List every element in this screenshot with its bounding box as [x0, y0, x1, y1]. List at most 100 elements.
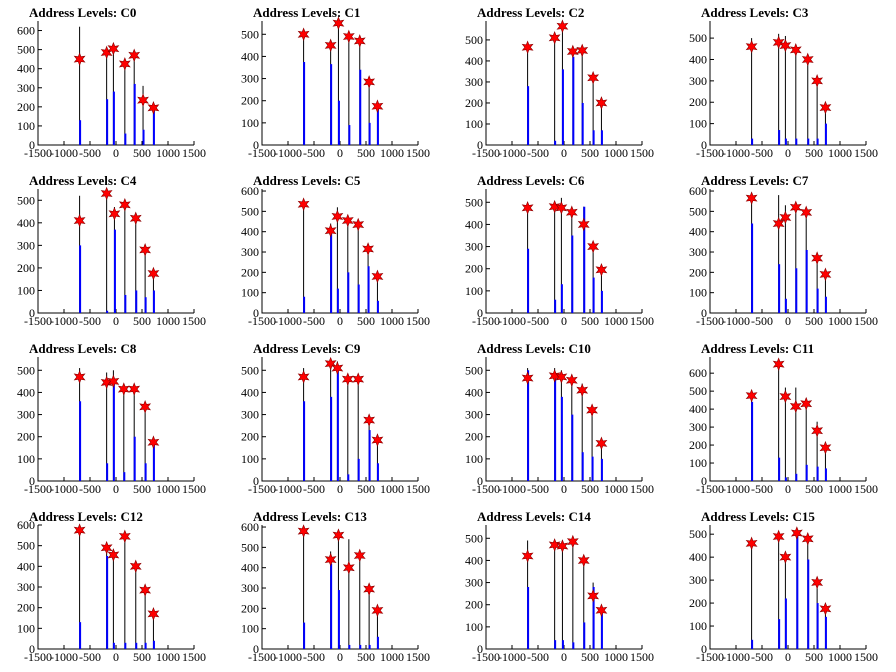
x-tick-label: -1500 — [472, 650, 500, 664]
level-marker — [139, 243, 152, 257]
x-tick-label: 500 — [805, 650, 823, 664]
x-tick-label: 1000 — [828, 314, 852, 328]
x-tick-label: -500 — [79, 146, 101, 160]
level-marker — [297, 27, 310, 42]
level-marker — [324, 552, 337, 567]
y-tick-label: 400 — [241, 561, 259, 575]
level-marker — [819, 267, 832, 282]
x-tick-label: 500 — [581, 146, 599, 160]
level-marker — [332, 16, 345, 31]
x-tick-label: 500 — [357, 146, 375, 160]
level-marker — [73, 370, 86, 384]
chart-panel: Address Levels: C15 0 100 200 300 400 500 -1500… — [672, 504, 896, 672]
chart-panel: Address Levels: C8 0 100 200 300 400 500 -1500-… — [0, 336, 224, 504]
y-tick-label: 200 — [17, 100, 35, 114]
x-tick-label: 500 — [805, 146, 823, 160]
axis-frame — [261, 525, 418, 650]
level-marker — [595, 96, 608, 110]
chart-svg: Address Levels: C7 0 100 200 300 400 500 600 -15… — [689, 173, 878, 328]
y-tick-label: 300 — [689, 245, 707, 259]
y-tick-label: 0 — [29, 642, 35, 656]
x-tick-label: -1500 — [24, 146, 52, 160]
level-marker — [371, 433, 384, 447]
y-tick-label: 400 — [241, 385, 259, 399]
x-tick-label: 500 — [133, 146, 151, 160]
y-tick-label: 200 — [689, 95, 707, 109]
chart-panel: Address Levels: C2 0 100 200 300 400 500 -1500-… — [448, 0, 672, 168]
chart-panel: Address Levels: C1 0 100 200 300 400 500 -1500-… — [224, 0, 448, 168]
x-tick-label: 1000 — [156, 146, 180, 160]
x-tick-label: -1000 — [50, 650, 78, 664]
chart-title: Address Levels: C3 — [701, 5, 809, 20]
level-marker — [100, 186, 113, 201]
x-tick-label: -1000 — [50, 146, 78, 160]
y-tick-label: 600 — [241, 184, 259, 198]
chart-title: Address Levels: C15 — [701, 509, 815, 524]
level-marker — [556, 19, 569, 34]
axis-frame — [261, 21, 418, 146]
x-tick-label: 0 — [337, 146, 343, 160]
level-marker — [363, 582, 376, 596]
axis-frame — [261, 189, 418, 314]
x-tick-label: -500 — [527, 482, 549, 496]
chart-panel: Address Levels: C11 0 100 200 300 400 500 600 -1… — [672, 336, 896, 504]
y-tick-label: 600 — [241, 520, 259, 534]
level-marker — [789, 399, 802, 414]
level-marker — [595, 603, 608, 618]
chart-panel: Address Levels: C3 0 100 200 300 400 500 -1500-… — [672, 0, 896, 168]
x-tick-label: 500 — [805, 482, 823, 496]
y-tick-label: 100 — [689, 286, 707, 300]
level-marker — [137, 93, 149, 107]
level-marker — [566, 534, 579, 549]
y-tick-label: 100 — [465, 452, 483, 466]
y-tick-label: 600 — [17, 518, 35, 532]
chart-title: Address Levels: C10 — [477, 341, 591, 356]
chart-title: Address Levels: C13 — [253, 509, 367, 524]
y-tick-label: 200 — [17, 430, 35, 444]
x-tick-label: -500 — [303, 650, 325, 664]
level-marker — [118, 197, 131, 212]
y-tick-label: 100 — [689, 456, 707, 470]
level-marker — [521, 200, 534, 215]
x-tick-label: 500 — [805, 314, 823, 328]
y-tick-label: 500 — [241, 363, 259, 377]
level-marker — [800, 396, 813, 411]
x-tick-label: 1000 — [828, 146, 852, 160]
y-tick-label: 0 — [701, 138, 707, 152]
x-tick-label: -1000 — [722, 650, 750, 664]
y-tick-label: 200 — [241, 265, 259, 279]
x-tick-label: -500 — [527, 146, 549, 160]
x-tick-label: 500 — [581, 482, 599, 496]
level-marker — [353, 34, 366, 48]
y-tick-label: 500 — [689, 204, 707, 218]
chart-panel: Address Levels: C7 0 100 200 300 400 500 600 -15… — [672, 168, 896, 336]
level-marker — [341, 372, 354, 386]
y-tick-label: 300 — [689, 420, 707, 434]
level-marker — [745, 388, 758, 403]
y-tick-label: 100 — [465, 117, 483, 131]
x-tick-label: -500 — [79, 482, 101, 496]
chart-svg: Address Levels: C5 0 100 200 300 400 500 600 -15… — [241, 173, 430, 328]
chart-title: Address Levels: C7 — [701, 173, 809, 188]
level-marker — [147, 435, 160, 450]
y-tick-label: 300 — [465, 576, 483, 590]
x-tick-label: -500 — [527, 314, 549, 328]
chart-panel: Address Levels: C0 0 100 200 300 400 500 600 -15… — [0, 0, 224, 168]
y-tick-label: 0 — [477, 474, 483, 488]
y-tick-label: 300 — [17, 238, 35, 252]
chart-title: Address Levels: C11 — [701, 341, 814, 356]
chart-panel: Address Levels: C14 0 100 200 300 400 500 -1500… — [448, 504, 672, 672]
y-tick-label: 300 — [241, 408, 259, 422]
chart-svg: Address Levels: C11 0 100 200 300 400 500 600 -1… — [689, 341, 878, 496]
y-tick-label: 400 — [17, 216, 35, 230]
x-tick-label: -1000 — [50, 314, 78, 328]
x-tick-label: 1000 — [380, 146, 404, 160]
level-marker — [362, 242, 374, 256]
y-tick-label: 100 — [465, 284, 483, 298]
axis-frame — [261, 357, 418, 482]
y-tick-label: 100 — [241, 116, 259, 130]
x-tick-label: -1000 — [498, 650, 526, 664]
y-tick-label: 400 — [17, 62, 35, 76]
y-tick-label: 500 — [17, 363, 35, 377]
level-marker — [800, 205, 813, 220]
